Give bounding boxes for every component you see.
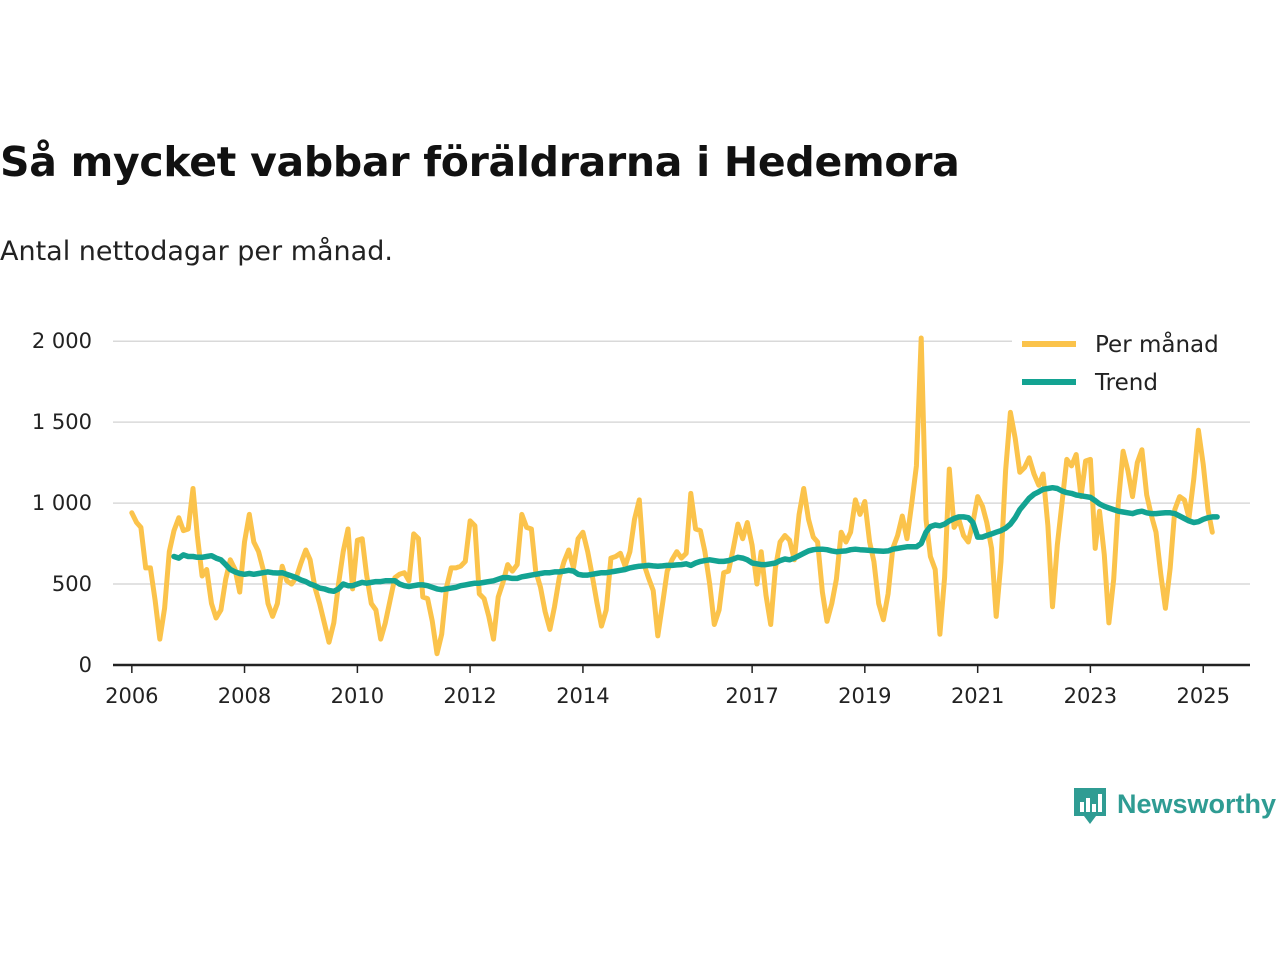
chart-subtitle: Antal nettodagar per månad. bbox=[0, 236, 393, 267]
x-tick-label: 2006 bbox=[105, 684, 158, 708]
y-tick-label: 1 500 bbox=[32, 410, 92, 434]
x-tick-label: 2025 bbox=[1176, 684, 1229, 708]
x-tick-label: 2014 bbox=[556, 684, 609, 708]
newsworthy-logo-text: Newsworthy bbox=[1117, 789, 1276, 819]
x-tick-label: 2008 bbox=[218, 684, 271, 708]
x-tick-label: 2017 bbox=[725, 684, 778, 708]
x-tick-label: 2019 bbox=[838, 684, 891, 708]
x-axis: 2006 2008 2010 2012 2014 2017 2019 2021 2023 2025 bbox=[105, 663, 1250, 708]
legend: Per månad Trend bbox=[1012, 326, 1252, 406]
y-tick-label: 0 bbox=[79, 653, 92, 677]
x-tick-label: 2021 bbox=[951, 684, 1004, 708]
series-lines bbox=[129, 335, 1220, 657]
legend-label: Trend bbox=[1094, 370, 1158, 396]
series-line-trend bbox=[171, 484, 1220, 595]
series-line-per-manad bbox=[129, 335, 1215, 657]
line-chart: 2006 2008 2010 2012 2014 2017 2019 2021 2023 2025… bbox=[31, 326, 1252, 708]
chart-title: Så mycket vabbar föräldrarna i Hedemora bbox=[0, 138, 960, 186]
y-tick-label: 1 000 bbox=[32, 491, 92, 515]
y-tick-label: 2 000 bbox=[32, 329, 92, 353]
y-tick-label: 500 bbox=[52, 572, 92, 596]
x-tick-label: 2010 bbox=[331, 684, 384, 708]
x-tick-label: 2023 bbox=[1064, 684, 1117, 708]
newsworthy-logo: Newsworthy bbox=[1072, 786, 1280, 828]
x-tick-label: 2012 bbox=[443, 684, 496, 708]
newsworthy-logo-icon: Newsworthy bbox=[1074, 788, 1276, 824]
legend-label: Per månad bbox=[1095, 330, 1219, 358]
y-axis: 0 500 1 000 1 500 2 000 bbox=[32, 329, 92, 677]
legend-background bbox=[1012, 326, 1252, 406]
